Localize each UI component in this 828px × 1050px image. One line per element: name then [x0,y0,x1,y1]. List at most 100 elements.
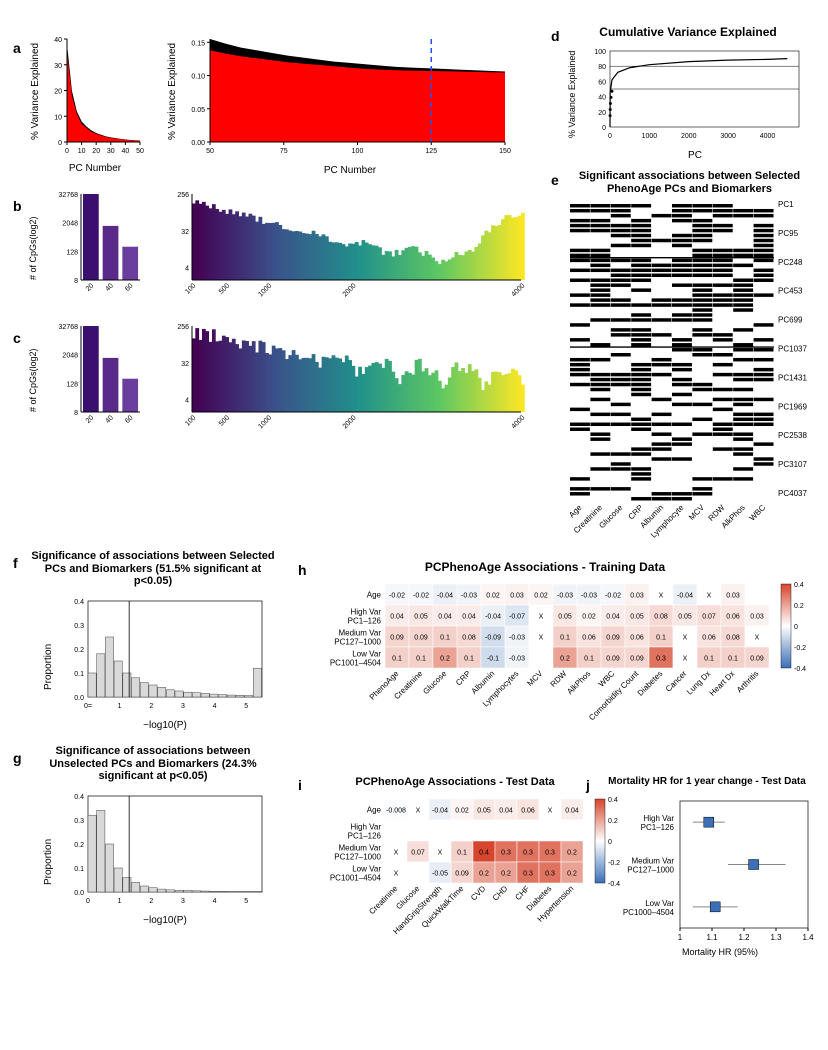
svg-text:0: 0 [58,140,62,147]
svg-text:0.04: 0.04 [499,808,513,815]
panel-f-ylabel: Proportion [43,644,54,690]
svg-text:32768: 32768 [59,324,79,331]
panel-c-ylabel: # of CpGs(log2) [28,348,38,412]
svg-text:150: 150 [499,148,511,155]
svg-text:0.1: 0.1 [464,656,474,663]
svg-text:X: X [548,808,553,815]
svg-text:0.2: 0.2 [440,656,450,663]
panel-j-title: Mortality HR for 1 year change - Test Da… [598,776,816,787]
svg-text:0.3: 0.3 [523,871,533,878]
svg-text:3000: 3000 [720,133,736,140]
svg-text:0.03: 0.03 [630,593,644,600]
svg-text:0.1: 0.1 [392,656,402,663]
svg-text:-0.03: -0.03 [509,656,525,663]
svg-text:PC2538: PC2538 [778,431,807,440]
svg-text:RDW: RDW [549,669,569,689]
svg-text:256: 256 [177,324,189,331]
svg-text:0.08: 0.08 [726,635,740,642]
svg-text:256: 256 [177,192,189,199]
svg-text:-0.03: -0.03 [509,635,525,642]
svg-text:PC1431: PC1431 [778,373,807,382]
svg-text:40: 40 [54,37,62,44]
svg-text:-0.03: -0.03 [461,593,477,600]
svg-text:X: X [394,850,399,857]
svg-text:1000: 1000 [257,282,273,298]
svg-text:PC95: PC95 [778,229,799,238]
svg-text:CHF: CHF [513,884,531,902]
panel-c-label: c [13,330,21,346]
svg-text:40: 40 [104,282,115,293]
svg-text:0: 0 [65,148,69,155]
svg-text:0.3: 0.3 [74,623,84,630]
svg-text:PC1: PC1 [778,200,794,209]
svg-text:PC127–1000: PC127–1000 [627,866,674,875]
svg-text:10: 10 [78,148,86,155]
svg-text:0.05: 0.05 [191,107,205,114]
svg-text:40: 40 [104,414,115,425]
panel-d-ylabel: % Variance Explained [567,51,577,138]
svg-text:0.4: 0.4 [479,850,489,857]
svg-text:1: 1 [118,898,122,905]
panel-d-xlabel: PC [675,150,715,161]
svg-text:0.03: 0.03 [726,593,740,600]
svg-text:PC453: PC453 [778,287,803,296]
svg-text:100: 100 [594,49,606,56]
svg-text:1.3: 1.3 [770,933,782,942]
svg-text:0.09: 0.09 [606,656,620,663]
panel-j-forest: High VarPC1–126Medium VarPC127–1000Low V… [598,795,816,950]
svg-text:MCV: MCV [525,669,544,688]
svg-text:8: 8 [74,410,78,417]
svg-text:30: 30 [107,148,115,155]
svg-text:0.2: 0.2 [501,871,511,878]
svg-text:0.1: 0.1 [74,671,84,678]
svg-text:0.02: 0.02 [486,593,500,600]
svg-text:Arthritis: Arthritis [735,669,761,695]
svg-text:100: 100 [184,282,197,295]
svg-text:0.2: 0.2 [74,647,84,654]
panel-b-ylabel: # of CpGs(log2) [28,216,38,280]
svg-text:32: 32 [181,229,189,236]
panel-a-xlabel: PC Number [65,163,125,174]
svg-text:X: X [438,850,443,857]
svg-text:0=: 0= [84,703,92,710]
svg-text:0.4: 0.4 [74,599,84,606]
svg-text:-0.02: -0.02 [413,593,429,600]
svg-text:128: 128 [66,381,78,388]
svg-text:0.2: 0.2 [560,656,570,663]
svg-text:Creatinine: Creatinine [367,884,400,917]
svg-text:0.09: 0.09 [455,871,469,878]
panel-a-left-chart: 01020304001020304050 [45,35,140,160]
panel-b-left-chart: 8128204832768204060 [55,190,140,300]
svg-text:Age: Age [367,806,382,815]
svg-text:Low Var: Low Var [645,899,674,908]
svg-text:X: X [539,614,544,621]
svg-text:0.04: 0.04 [390,614,404,621]
svg-text:Heart Dx: Heart Dx [708,669,737,698]
svg-text:5: 5 [244,703,248,710]
svg-text:0.1: 0.1 [656,635,666,642]
svg-text:0.15: 0.15 [191,40,205,47]
svg-text:75: 75 [280,148,288,155]
svg-text:0.02: 0.02 [582,614,596,621]
panel-e-heatmap: PC1PC95PC248PC453PC699PC1037PC1431PC1969… [568,202,816,552]
svg-text:3: 3 [181,898,185,905]
panel-j-xlabel: Mortality HR (95%) [670,947,770,957]
svg-text:Glucose: Glucose [597,503,625,531]
svg-text:0.09: 0.09 [630,656,644,663]
svg-text:20: 20 [92,148,100,155]
svg-text:0: 0 [794,624,798,631]
svg-text:0.06: 0.06 [630,635,644,642]
svg-text:PC1–126: PC1–126 [348,832,382,841]
svg-text:0.2: 0.2 [794,603,804,610]
svg-text:PC1000–4504: PC1000–4504 [623,908,675,917]
svg-text:0.0: 0.0 [74,890,84,897]
svg-text:-0.2: -0.2 [794,645,806,652]
panel-d-title: Cumulative Variance Explained [573,25,803,39]
svg-text:4: 4 [213,703,217,710]
svg-text:2: 2 [149,898,153,905]
panel-i-heatmap: AgeHigh VarPC1–126Medium VarPC127–1000Lo… [310,793,620,973]
panel-b-label: b [13,198,22,214]
svg-text:PC1969: PC1969 [778,402,807,411]
svg-text:10: 10 [54,114,62,121]
svg-text:-0.04: -0.04 [432,808,448,815]
